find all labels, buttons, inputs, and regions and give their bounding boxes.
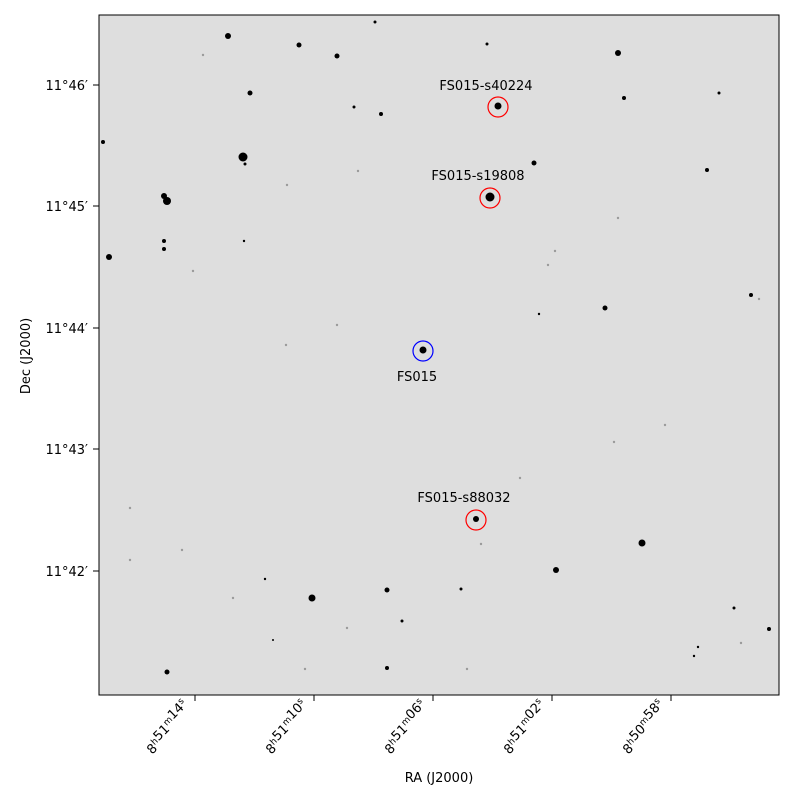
star <box>553 567 559 573</box>
star <box>732 606 736 610</box>
star <box>247 90 253 96</box>
faint-star <box>518 476 522 480</box>
star <box>767 627 771 631</box>
marker-circle-fs015-s19808 <box>479 187 501 209</box>
faint-star <box>345 626 349 630</box>
star <box>485 192 495 202</box>
star <box>334 53 340 59</box>
star <box>272 639 274 641</box>
faint-star <box>231 596 235 600</box>
marker-circle-fs015-s40224 <box>487 96 509 118</box>
faint-star <box>553 249 557 253</box>
faint-star <box>616 216 620 220</box>
marker-label-fs015-s88032: FS015-s88032 <box>417 491 510 506</box>
star <box>373 20 377 24</box>
star <box>696 645 700 649</box>
x-tick-label: 8h51m14s <box>137 696 198 757</box>
star <box>384 587 390 593</box>
y-tick-label: 11°44′ <box>45 322 88 337</box>
star <box>494 102 502 110</box>
marker-label-fs015-s19808: FS015-s19808 <box>431 169 524 184</box>
faint-star <box>284 343 288 347</box>
star <box>705 168 709 172</box>
star <box>400 619 404 623</box>
faint-star <box>180 548 184 552</box>
y-tick-label: 11°43′ <box>45 443 88 458</box>
faint-star <box>739 641 743 645</box>
y-tick-label: 11°42′ <box>45 565 88 580</box>
star <box>473 516 479 522</box>
star <box>379 112 383 116</box>
faint-star <box>757 297 761 301</box>
star <box>749 293 753 297</box>
star <box>615 50 621 56</box>
marker-circle-fs015-s88032 <box>465 509 487 531</box>
star <box>242 239 246 243</box>
star <box>238 152 248 162</box>
x-tick-label: 8h50m58s <box>613 696 674 757</box>
star <box>164 669 170 675</box>
star <box>263 577 267 581</box>
faint-star <box>191 269 195 273</box>
faint-star <box>479 542 483 546</box>
star <box>602 305 608 311</box>
star <box>537 312 541 316</box>
faint-star <box>201 53 205 57</box>
star <box>622 96 626 100</box>
faint-star <box>128 506 132 510</box>
star <box>308 594 316 602</box>
faint-star <box>663 423 667 427</box>
star <box>531 160 537 166</box>
faint-star <box>356 169 360 173</box>
star <box>225 33 231 39</box>
x-tick-label: 8h51m10s <box>256 696 317 757</box>
faint-star <box>128 558 132 562</box>
x-tick-label: 8h51m06s <box>375 696 436 757</box>
star <box>717 91 721 95</box>
y-tick-label: 11°46′ <box>45 79 88 94</box>
faint-star <box>303 667 307 671</box>
marker-label-fs015-s40224: FS015-s40224 <box>439 79 532 94</box>
y-axis-title: Dec (J2000) <box>19 318 34 394</box>
star <box>352 105 356 109</box>
faint-star <box>612 440 616 444</box>
marker-label-fs015: FS015 <box>397 370 437 385</box>
star <box>419 346 427 354</box>
faint-star <box>285 183 289 187</box>
faint-star <box>465 667 469 671</box>
star <box>243 162 247 166</box>
marker-circle-fs015 <box>412 340 434 362</box>
faint-star <box>335 323 339 327</box>
x-axis: 8h51m14s 8h51m10s 8h51m06s 8h51m02s 8h50m58s <box>137 695 674 758</box>
star <box>385 666 389 670</box>
star <box>638 539 646 547</box>
plot-frame <box>98 14 780 696</box>
star <box>296 42 302 48</box>
star <box>459 587 463 591</box>
y-tick-label: 11°45′ <box>45 200 88 215</box>
star <box>101 140 105 144</box>
star <box>106 254 112 260</box>
x-axis-title: RA (J2000) <box>405 771 474 786</box>
star <box>163 197 171 205</box>
star-field <box>101 20 771 675</box>
y-axis: 11°46′ 11°45′ 11°44′ 11°43′ 11°42′ <box>45 79 99 580</box>
star <box>162 247 166 251</box>
star <box>485 42 489 46</box>
star <box>162 239 166 243</box>
sky-image <box>99 15 779 695</box>
x-tick-label: 8h51m02s <box>494 696 555 757</box>
faint-star <box>546 263 550 267</box>
star <box>692 654 696 658</box>
